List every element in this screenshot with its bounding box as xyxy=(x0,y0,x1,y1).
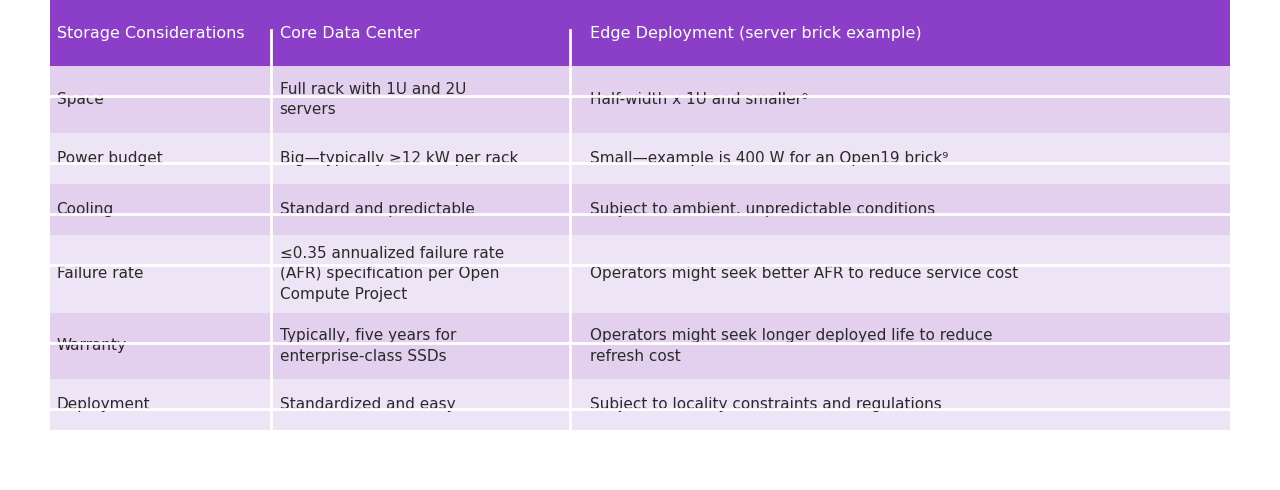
Bar xyxy=(50,184,270,235)
Text: Storage Considerations: Storage Considerations xyxy=(56,26,244,41)
Bar xyxy=(270,379,571,430)
Text: Deployment: Deployment xyxy=(56,397,150,412)
Text: Half-width x 1U and smaller⁹: Half-width x 1U and smaller⁹ xyxy=(590,92,808,107)
Text: Failure rate: Failure rate xyxy=(56,266,143,281)
Text: ≤0.35 annualized failure rate
(AFR) specification per Open
Compute Project: ≤0.35 annualized failure rate (AFR) spec… xyxy=(279,246,504,301)
Bar xyxy=(270,235,571,313)
Text: Standard and predictable: Standard and predictable xyxy=(279,202,475,217)
Bar xyxy=(50,0,270,67)
Bar xyxy=(50,235,270,313)
Bar xyxy=(571,235,1230,313)
Text: Small—example is 400 W for an Open19 brick⁹: Small—example is 400 W for an Open19 bri… xyxy=(590,151,948,166)
Bar xyxy=(270,0,571,67)
Bar xyxy=(270,67,571,133)
Text: Operators might seek better AFR to reduce service cost: Operators might seek better AFR to reduc… xyxy=(590,266,1019,281)
Text: Space: Space xyxy=(56,92,104,107)
Bar xyxy=(571,0,1230,67)
Text: Core Data Center: Core Data Center xyxy=(279,26,420,41)
Bar xyxy=(50,67,270,133)
Text: Power budget: Power budget xyxy=(56,151,163,166)
Text: Subject to ambient, unpredictable conditions: Subject to ambient, unpredictable condit… xyxy=(590,202,936,217)
Text: Full rack with 1U and 2U
servers: Full rack with 1U and 2U servers xyxy=(279,82,466,118)
Bar xyxy=(50,379,270,430)
Text: Big—typically ≥12 kW per rack: Big—typically ≥12 kW per rack xyxy=(279,151,518,166)
Bar xyxy=(50,313,270,379)
Text: Standardized and easy: Standardized and easy xyxy=(279,397,456,412)
Bar xyxy=(571,133,1230,184)
Text: Cooling: Cooling xyxy=(56,202,114,217)
Bar xyxy=(50,133,270,184)
Bar xyxy=(270,313,571,379)
Text: Operators might seek longer deployed life to reduce
refresh cost: Operators might seek longer deployed lif… xyxy=(590,328,993,364)
Bar xyxy=(571,379,1230,430)
Bar xyxy=(50,30,1230,460)
Bar xyxy=(270,184,571,235)
Text: Warranty: Warranty xyxy=(56,339,127,353)
Bar xyxy=(571,313,1230,379)
Text: Typically, five years for
enterprise-class SSDs: Typically, five years for enterprise-cla… xyxy=(279,328,456,364)
Bar xyxy=(571,67,1230,133)
Bar xyxy=(270,133,571,184)
Text: Edge Deployment (server brick example): Edge Deployment (server brick example) xyxy=(590,26,922,41)
Bar xyxy=(571,184,1230,235)
Text: Subject to locality constraints and regulations: Subject to locality constraints and regu… xyxy=(590,397,942,412)
